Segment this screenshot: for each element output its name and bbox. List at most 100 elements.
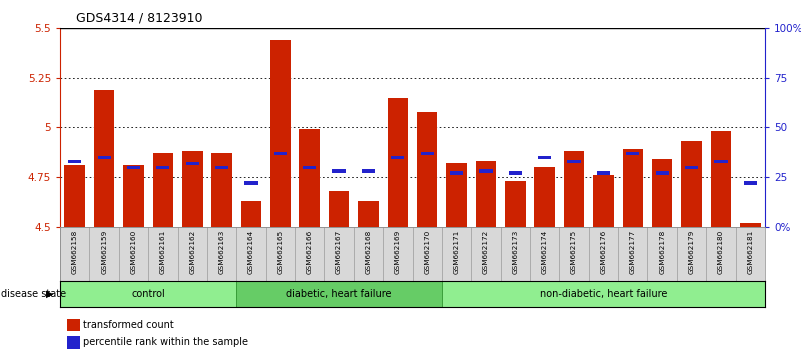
Bar xyxy=(597,171,610,175)
Bar xyxy=(295,227,324,281)
Text: control: control xyxy=(131,289,165,299)
Bar xyxy=(67,336,80,349)
Bar xyxy=(740,223,760,227)
Bar xyxy=(417,112,437,227)
Text: percentile rank within the sample: percentile rank within the sample xyxy=(83,337,248,348)
Text: GSM662180: GSM662180 xyxy=(718,230,724,274)
Bar xyxy=(471,227,501,281)
Bar xyxy=(593,175,614,227)
Bar xyxy=(152,153,173,227)
Bar xyxy=(300,130,320,227)
Bar xyxy=(714,160,727,163)
Bar xyxy=(559,227,589,281)
Text: GSM662160: GSM662160 xyxy=(131,230,136,274)
Text: GSM662175: GSM662175 xyxy=(571,230,577,274)
Bar xyxy=(240,201,261,227)
Text: GSM662174: GSM662174 xyxy=(541,230,548,274)
Text: GSM662168: GSM662168 xyxy=(365,230,372,274)
Bar xyxy=(626,152,639,155)
Bar xyxy=(685,166,698,169)
Bar xyxy=(303,166,316,169)
Bar xyxy=(647,227,677,281)
Bar xyxy=(98,156,111,159)
Text: GSM662170: GSM662170 xyxy=(425,230,430,274)
Text: GSM662158: GSM662158 xyxy=(72,230,78,274)
Text: GSM662166: GSM662166 xyxy=(307,230,312,274)
Bar xyxy=(564,151,584,227)
Bar xyxy=(354,227,383,281)
Bar xyxy=(178,227,207,281)
Bar xyxy=(479,170,493,173)
Bar xyxy=(655,171,669,175)
Bar xyxy=(421,152,434,155)
Bar xyxy=(68,160,82,163)
Bar xyxy=(324,227,354,281)
Bar xyxy=(236,227,266,281)
Bar xyxy=(94,90,115,227)
Text: GSM662162: GSM662162 xyxy=(189,230,195,274)
Bar xyxy=(186,161,199,165)
Bar xyxy=(530,227,559,281)
Text: GSM662172: GSM662172 xyxy=(483,230,489,274)
Bar xyxy=(743,181,757,184)
Bar xyxy=(64,165,85,227)
Text: GSM662169: GSM662169 xyxy=(395,230,400,274)
Bar xyxy=(442,281,765,307)
Bar xyxy=(60,281,236,307)
Bar xyxy=(67,319,80,331)
Bar xyxy=(270,40,291,227)
Bar xyxy=(534,167,555,227)
Text: GSM662178: GSM662178 xyxy=(659,230,665,274)
Bar xyxy=(148,227,178,281)
Bar xyxy=(332,170,346,173)
Bar xyxy=(119,227,148,281)
Text: GSM662177: GSM662177 xyxy=(630,230,636,274)
Bar xyxy=(538,156,551,159)
Bar xyxy=(622,149,643,227)
Text: GSM662171: GSM662171 xyxy=(453,230,460,274)
Text: GSM662173: GSM662173 xyxy=(513,230,518,274)
Text: ▶: ▶ xyxy=(46,289,54,299)
Bar xyxy=(274,152,287,155)
Text: GSM662181: GSM662181 xyxy=(747,230,753,274)
Bar xyxy=(618,227,647,281)
Text: GDS4314 / 8123910: GDS4314 / 8123910 xyxy=(76,12,203,25)
Bar xyxy=(681,141,702,227)
Text: GSM662179: GSM662179 xyxy=(689,230,694,274)
Bar xyxy=(476,161,496,227)
Bar xyxy=(244,181,258,184)
Bar xyxy=(442,227,471,281)
Bar xyxy=(207,227,236,281)
Bar xyxy=(127,166,140,169)
Text: diabetic, heart failure: diabetic, heart failure xyxy=(286,289,392,299)
Bar xyxy=(509,171,522,175)
Bar xyxy=(156,166,170,169)
Bar xyxy=(328,191,349,227)
Bar xyxy=(391,156,405,159)
Bar xyxy=(677,227,706,281)
Bar xyxy=(505,181,525,227)
Bar xyxy=(501,227,530,281)
Bar xyxy=(735,227,765,281)
Bar xyxy=(450,171,463,175)
Bar xyxy=(413,227,442,281)
Bar xyxy=(60,227,90,281)
Bar xyxy=(706,227,735,281)
Bar xyxy=(215,166,228,169)
Bar xyxy=(123,165,144,227)
Bar xyxy=(182,151,203,227)
Bar xyxy=(236,281,442,307)
Bar xyxy=(90,227,119,281)
Text: GSM662165: GSM662165 xyxy=(277,230,284,274)
Bar xyxy=(710,131,731,227)
Text: GSM662161: GSM662161 xyxy=(160,230,166,274)
Text: non-diabetic, heart failure: non-diabetic, heart failure xyxy=(540,289,667,299)
Bar xyxy=(652,159,672,227)
Bar xyxy=(383,227,413,281)
Text: GSM662167: GSM662167 xyxy=(336,230,342,274)
Text: GSM662164: GSM662164 xyxy=(248,230,254,274)
Text: GSM662163: GSM662163 xyxy=(219,230,224,274)
Bar xyxy=(589,227,618,281)
Text: GSM662159: GSM662159 xyxy=(101,230,107,274)
Text: disease state: disease state xyxy=(1,289,66,299)
